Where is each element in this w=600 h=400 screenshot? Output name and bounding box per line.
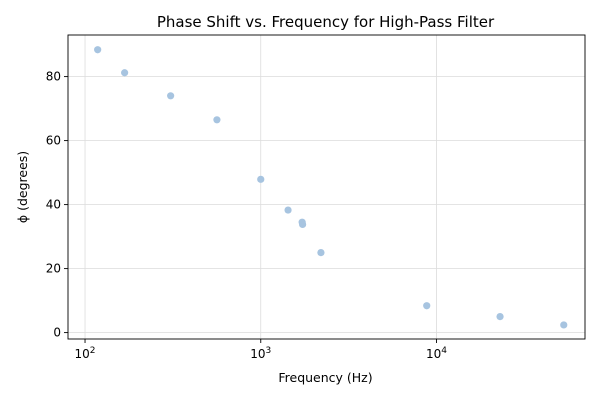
x-tick-exponent: 2 bbox=[90, 346, 96, 356]
data-points bbox=[94, 46, 568, 329]
x-tick-label: 104 bbox=[426, 346, 447, 361]
x-tick-exponent: 4 bbox=[441, 346, 447, 356]
x-tick-base: 10 bbox=[250, 347, 265, 361]
data-point bbox=[257, 175, 265, 183]
x-tick-base: 10 bbox=[75, 347, 90, 361]
y-tick-label: 80 bbox=[46, 70, 61, 84]
data-point bbox=[213, 116, 221, 124]
data-point bbox=[496, 313, 504, 321]
y-axis-label: ϕ (degrees) bbox=[15, 151, 30, 223]
data-point bbox=[298, 220, 307, 229]
x-tick-label: 103 bbox=[250, 346, 271, 361]
data-point bbox=[317, 249, 325, 257]
data-point bbox=[560, 321, 568, 329]
x-tick-label: 102 bbox=[75, 346, 96, 361]
grid-lines bbox=[68, 35, 585, 339]
data-point bbox=[167, 92, 175, 100]
x-tick-base: 10 bbox=[426, 347, 441, 361]
x-axis-label: Frequency (Hz) bbox=[278, 370, 372, 385]
y-tick-label: 60 bbox=[46, 134, 61, 148]
plot-frame bbox=[67, 34, 586, 340]
y-tick-label: 20 bbox=[46, 262, 61, 276]
y-tick-label: 40 bbox=[46, 198, 61, 212]
chart-title: Phase Shift vs. Frequency for High-Pass … bbox=[157, 13, 495, 31]
data-point bbox=[121, 69, 129, 77]
data-point bbox=[94, 46, 102, 54]
x-tick-exponent: 3 bbox=[266, 346, 272, 356]
data-point bbox=[423, 302, 431, 310]
y-tick-label: 0 bbox=[53, 326, 61, 340]
data-point bbox=[284, 206, 292, 214]
